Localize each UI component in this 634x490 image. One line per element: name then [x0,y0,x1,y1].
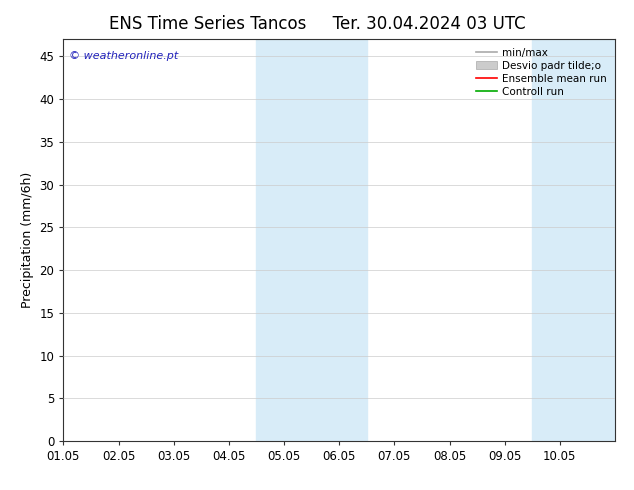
Text: © weatheronline.pt: © weatheronline.pt [69,51,178,61]
Y-axis label: Precipitation (mm/6h): Precipitation (mm/6h) [21,172,34,308]
Bar [256,39,367,441]
Legend: min/max, Desvio padr tilde;o, Ensemble mean run, Controll run: min/max, Desvio padr tilde;o, Ensemble m… [473,45,610,100]
Text: ENS Time Series Tancos     Ter. 30.04.2024 03 UTC: ENS Time Series Tancos Ter. 30.04.2024 0… [108,15,526,33]
Bar [533,39,615,441]
